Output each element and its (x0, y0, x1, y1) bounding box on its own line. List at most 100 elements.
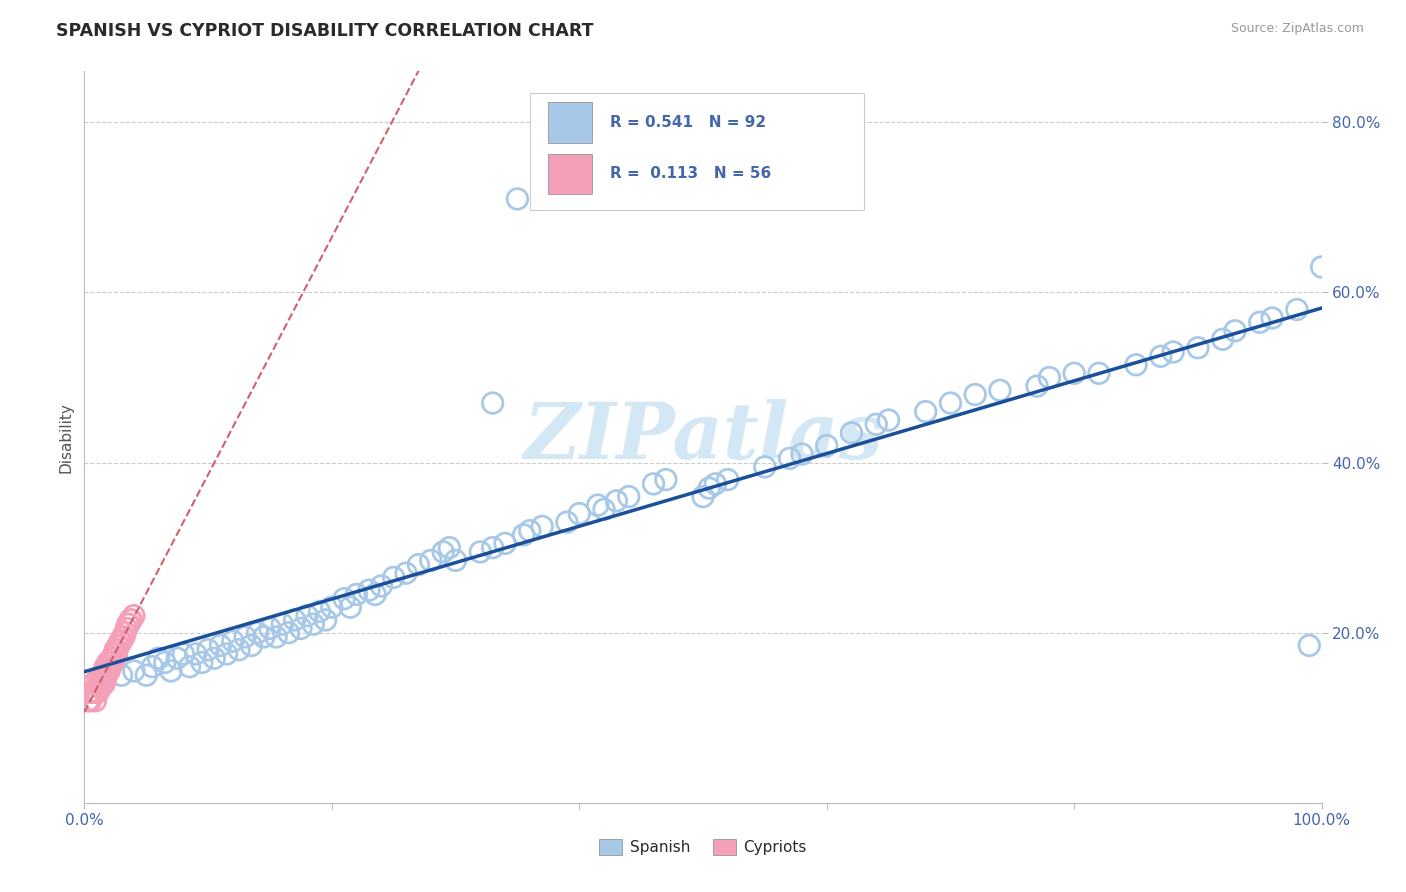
Point (79, 694, 101, 708)
Point (93, 677, 115, 691)
Point (96, 664, 118, 678)
Text: Source: ZipAtlas.com: Source: ZipAtlas.com (1230, 22, 1364, 36)
Point (110, 668, 132, 682)
Point (141, 659, 163, 673)
Text: R =  0.113   N = 56: R = 0.113 N = 56 (610, 166, 772, 181)
Point (111, 630, 134, 644)
Point (105, 642, 128, 657)
Point (108, 639, 131, 653)
Point (87, 685, 110, 699)
Point (419, 553, 441, 567)
Point (321, 600, 343, 615)
Point (135, 668, 157, 682)
Point (160, 664, 183, 678)
Point (114, 625, 136, 640)
Point (965, 387, 987, 401)
Point (1285, 302, 1308, 317)
Point (89, 673, 111, 687)
Point (481, 541, 503, 555)
Legend: Spanish, Cypriots: Spanish, Cypriots (593, 833, 813, 861)
Point (717, 473, 740, 487)
Point (110, 634, 132, 648)
Point (101, 656, 124, 670)
Point (209, 639, 232, 653)
Point (84, 694, 107, 708)
Point (506, 192, 529, 206)
Point (432, 545, 454, 559)
Point (865, 417, 887, 432)
Point (103, 647, 125, 661)
Point (1298, 639, 1320, 653)
Point (1212, 332, 1234, 346)
Point (605, 494, 627, 508)
Point (89, 673, 111, 687)
FancyBboxPatch shape (548, 103, 592, 143)
Point (382, 570, 405, 584)
Point (519, 524, 541, 538)
Point (754, 459, 776, 474)
Point (93, 664, 115, 678)
Point (87, 673, 110, 687)
Point (1161, 345, 1184, 359)
Text: SPANISH VS CYPRIOT DISABILITY CORRELATION CHART: SPANISH VS CYPRIOT DISABILITY CORRELATIO… (56, 22, 593, 40)
Point (408, 558, 430, 572)
Point (90, 677, 112, 691)
Point (284, 613, 307, 627)
Point (94, 659, 117, 673)
Point (1125, 358, 1147, 372)
Point (117, 617, 139, 632)
Point (815, 439, 838, 453)
Point (153, 656, 176, 670)
Point (233, 630, 256, 644)
Point (271, 617, 294, 632)
Point (290, 622, 312, 636)
Point (86, 677, 108, 691)
Point (97, 656, 120, 670)
Point (593, 502, 616, 516)
Point (80, 685, 103, 699)
Point (89, 681, 111, 695)
Point (98, 656, 121, 670)
Point (1261, 311, 1284, 326)
Point (246, 625, 269, 640)
Point (259, 622, 281, 636)
Point (302, 617, 325, 632)
Point (481, 396, 503, 410)
Point (790, 447, 813, 461)
Point (655, 473, 678, 487)
Point (103, 651, 125, 665)
Point (1088, 366, 1111, 380)
Text: ZIPatlas: ZIPatlas (523, 399, 883, 475)
Point (91, 673, 114, 687)
Point (112, 630, 135, 644)
Point (1187, 341, 1209, 355)
Point (228, 642, 250, 657)
Point (295, 608, 318, 623)
Point (240, 639, 263, 653)
Point (643, 476, 665, 491)
Point (277, 625, 299, 640)
Point (83, 685, 105, 699)
Point (105, 647, 128, 661)
Point (122, 608, 145, 623)
Point (439, 541, 461, 555)
Point (1249, 315, 1271, 329)
Point (370, 579, 392, 593)
Point (191, 656, 214, 670)
Point (841, 425, 863, 440)
Point (568, 507, 591, 521)
Point (555, 515, 578, 529)
Point (82, 677, 104, 691)
Point (1026, 379, 1049, 393)
Point (96, 668, 118, 682)
Point (215, 647, 238, 661)
Point (1038, 370, 1060, 384)
Point (939, 396, 962, 410)
Point (1150, 349, 1173, 363)
Point (617, 490, 640, 504)
Point (1063, 366, 1085, 380)
Point (357, 583, 380, 598)
FancyBboxPatch shape (530, 94, 863, 211)
Point (86, 685, 108, 699)
Point (531, 519, 554, 533)
